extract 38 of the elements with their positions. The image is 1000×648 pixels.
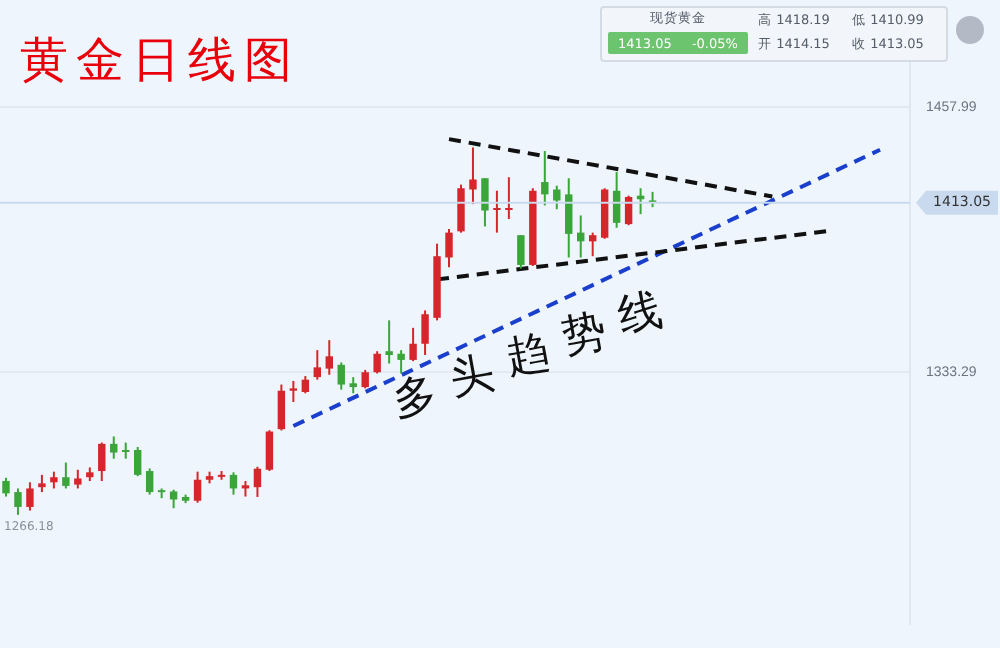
candlestick — [110, 435, 118, 460]
candlestick — [553, 184, 561, 211]
candlestick — [145, 467, 154, 496]
candlestick — [541, 150, 549, 207]
candlestick — [253, 465, 262, 498]
candlestick — [26, 481, 34, 512]
candlestick — [265, 429, 274, 473]
candlestick — [481, 177, 489, 228]
candlestick — [62, 461, 70, 490]
candlestick — [385, 319, 393, 365]
candlestick — [313, 349, 322, 381]
candlestick — [445, 228, 453, 269]
candlestick — [133, 446, 142, 478]
candlestick — [229, 471, 238, 496]
candlestick — [469, 146, 477, 206]
candlestick — [193, 470, 202, 504]
candlestick — [505, 176, 513, 221]
chart-title: 黄金日线图 — [20, 34, 300, 92]
candlestick — [565, 177, 573, 259]
candlestick — [493, 189, 501, 234]
candlestick — [325, 339, 333, 376]
candlestick — [421, 309, 429, 357]
candlestick — [397, 349, 405, 375]
candlestick — [2, 476, 10, 498]
candlestick — [409, 326, 417, 363]
candlestick — [337, 361, 345, 391]
candlestick — [457, 183, 465, 234]
candlestick — [74, 468, 82, 490]
annotation: 多头趋势线 — [389, 283, 667, 426]
candlestick — [588, 231, 597, 258]
candlestick — [373, 350, 381, 375]
candlestick — [277, 383, 286, 432]
candlestick — [14, 487, 22, 516]
candlestick — [289, 379, 298, 403]
candlestick — [517, 234, 525, 270]
candlestick — [169, 488, 178, 510]
candlestick — [98, 441, 106, 483]
candlestick — [361, 368, 369, 390]
